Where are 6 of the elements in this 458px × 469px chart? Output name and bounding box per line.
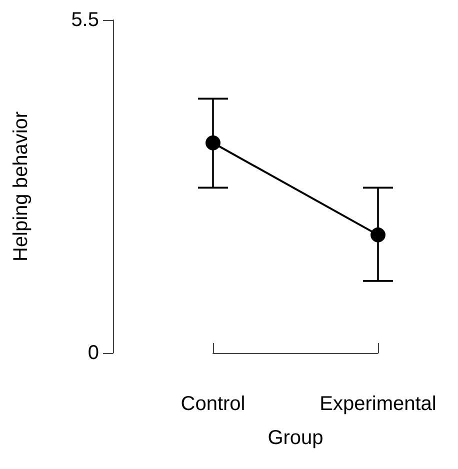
y-axis-title: Helping behavior [10, 111, 32, 262]
y-tick-label: 0 [88, 342, 99, 364]
x-tick-label: Control [180, 393, 246, 415]
x-tick-label: Experimental [320, 393, 436, 415]
x-axis-title: Group [268, 427, 324, 449]
y-tick-label: 5.5 [71, 9, 99, 31]
